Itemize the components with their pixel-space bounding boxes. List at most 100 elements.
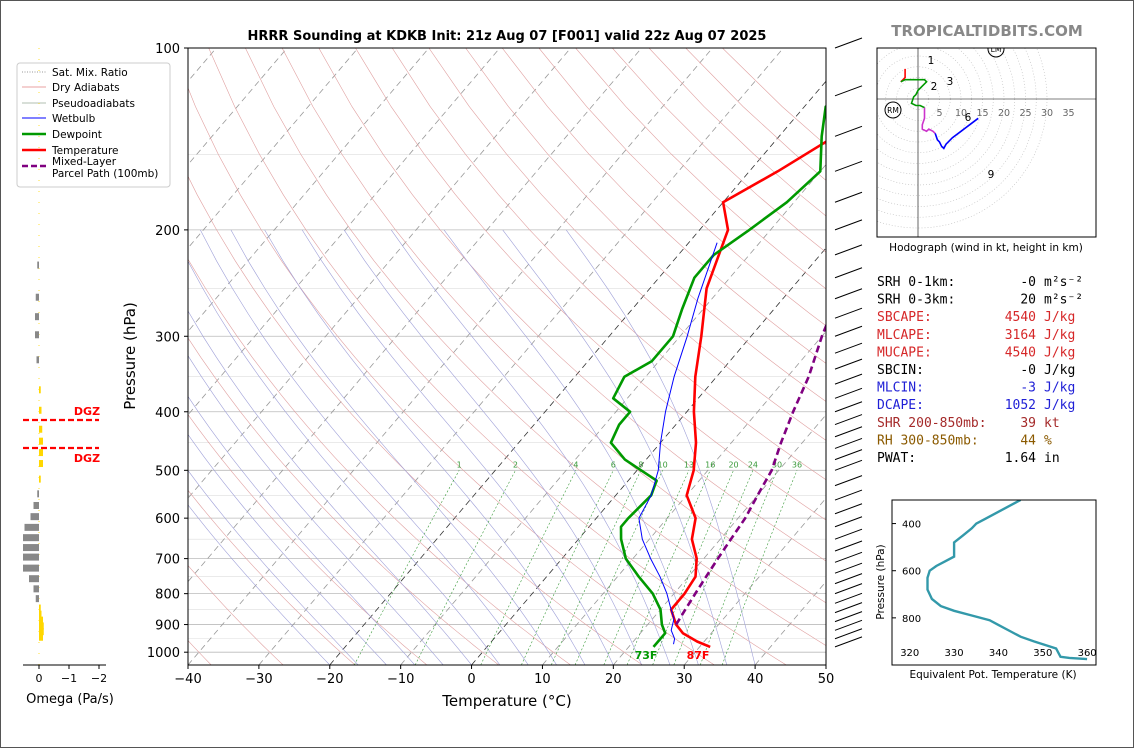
pseudoadiabat-line bbox=[188, 504, 331, 665]
index-unit: J/kg bbox=[1044, 398, 1075, 413]
pseudoadiabat-line bbox=[502, 229, 728, 665]
isotherm-line bbox=[683, 497, 826, 665]
y-tick-label: 900 bbox=[155, 619, 180, 634]
dry-adiabat-line bbox=[188, 175, 643, 665]
index-label: SRH 0-3km: bbox=[877, 293, 955, 308]
watermark: TROPICALTIDBITS.COM bbox=[891, 22, 1083, 40]
dry-adiabat-line bbox=[281, 48, 826, 604]
omega-bar bbox=[39, 460, 43, 468]
wind-barb-staff bbox=[834, 636, 863, 648]
mixing-ratio-label: 36 bbox=[792, 460, 802, 469]
legend-box bbox=[16, 62, 171, 188]
y-tick-label: 300 bbox=[155, 330, 180, 345]
dry-adiabat-line bbox=[538, 48, 826, 327]
dgz-label-top: DGZ bbox=[74, 405, 100, 418]
series-dewpoint-line bbox=[609, 104, 826, 648]
index-label: SHR 200-850mb: bbox=[877, 416, 987, 431]
storm-motion-lm-marker bbox=[987, 48, 1005, 58]
omega-bar bbox=[23, 544, 39, 552]
wind-barb-staff bbox=[834, 426, 863, 438]
index-unit: J/kg bbox=[1044, 328, 1075, 343]
pseudoadiabat-line bbox=[188, 310, 472, 665]
index-label: MLCAPE: bbox=[877, 328, 932, 343]
index-unit: J/kg bbox=[1044, 310, 1075, 325]
mixing-ratio-label: 10 bbox=[658, 460, 668, 469]
mixing-ratio-label: 20 bbox=[728, 460, 738, 469]
x-tick-label: −20 bbox=[316, 672, 343, 687]
hodograph-segment bbox=[900, 78, 928, 109]
mixing-ratio-line bbox=[626, 470, 711, 665]
dry-adiabat-line bbox=[245, 48, 826, 646]
index-value: 3164 bbox=[1005, 328, 1036, 343]
omega-bar bbox=[39, 633, 43, 641]
theta-e-x-tick-label: 340 bbox=[989, 648, 1008, 659]
index-value: 4540 bbox=[1005, 310, 1036, 325]
wind-barb-staff bbox=[834, 551, 863, 563]
dry-adiabat-line bbox=[188, 258, 571, 665]
wind-barb-staff bbox=[834, 373, 863, 385]
isotherm-line bbox=[188, 48, 288, 166]
omega-bar bbox=[39, 406, 42, 414]
index-unit: in bbox=[1044, 451, 1060, 466]
omega-bar bbox=[35, 331, 39, 339]
series-wetbulb-line bbox=[638, 242, 718, 645]
hodograph-ring-label: 35 bbox=[1062, 108, 1074, 119]
index-unit: % bbox=[1044, 433, 1052, 448]
omega-bar bbox=[39, 386, 41, 394]
index-value: 4540 bbox=[1005, 345, 1036, 360]
hodograph-height-label: 1 bbox=[928, 55, 935, 67]
hodograph-height-label: 6 bbox=[965, 112, 972, 124]
wind-barb-staff bbox=[834, 459, 863, 471]
pseudoadiabat-line bbox=[188, 433, 387, 665]
omega-bar bbox=[39, 437, 43, 445]
wind-barb-staff bbox=[834, 85, 863, 97]
theta-e-y-tick-label: 600 bbox=[902, 567, 921, 578]
series-mixed-layer-parcel-path-mb--line bbox=[674, 322, 826, 626]
legend-label: Mixed-Layer Parcel Path (100mb) bbox=[52, 156, 158, 180]
theta-e-frame bbox=[891, 499, 1097, 666]
mixing-ratio-label: 13 bbox=[684, 460, 694, 469]
y-tick-label: 200 bbox=[155, 224, 180, 239]
wind-barb-staff bbox=[834, 503, 863, 515]
omega-bar bbox=[37, 490, 39, 498]
wind-barb-staff bbox=[834, 387, 863, 399]
hodograph-ring-label: 10 bbox=[955, 108, 967, 119]
index-value: -3 bbox=[1020, 381, 1036, 396]
hodograph-segment bbox=[921, 107, 936, 134]
dry-adiabat-line bbox=[188, 87, 715, 665]
wind-barb-staff bbox=[834, 475, 863, 487]
chart-title: HRRR Sounding at KDKB Init: 21z Aug 07 [… bbox=[248, 29, 767, 44]
index-label: RH 300-850mb: bbox=[877, 433, 979, 448]
x-tick-label: −40 bbox=[174, 672, 201, 687]
omega-bar bbox=[23, 534, 39, 542]
mixing-ratio-line bbox=[354, 470, 460, 665]
omega-bar bbox=[39, 425, 43, 433]
index-value: -0 bbox=[1020, 275, 1036, 290]
wind-barb-staff bbox=[834, 592, 863, 604]
y-tick-label: 100 bbox=[155, 42, 180, 57]
y-tick-label: 600 bbox=[155, 512, 180, 527]
omega-bar bbox=[39, 610, 42, 618]
indices-table: SRH 0-1km: -0 m²s⁻² SRH 0-3km: 20 m²s⁻² SBCAPE… bbox=[877, 275, 1083, 466]
omega-bar bbox=[23, 553, 39, 561]
wind-barb-staff bbox=[834, 160, 863, 172]
hodograph-ring-label: 25 bbox=[1019, 108, 1031, 119]
y-tick-label: 500 bbox=[155, 464, 180, 479]
surface-temperature-label: 87F bbox=[687, 649, 710, 662]
pseudoadiabat-line bbox=[200, 229, 529, 665]
wind-barb-staff bbox=[834, 602, 863, 614]
theta-e-y-tick-label: 400 bbox=[902, 520, 921, 531]
hodograph-ring-label: 20 bbox=[998, 108, 1010, 119]
dry-adiabat-line bbox=[208, 48, 787, 665]
isotherm-line bbox=[613, 414, 826, 665]
y-tick-label: 700 bbox=[155, 553, 180, 568]
index-value: 20 bbox=[1020, 293, 1036, 308]
index-label: SBCAPE: bbox=[877, 310, 932, 325]
omega-bar bbox=[35, 595, 39, 603]
wind-barb-staff bbox=[834, 191, 863, 203]
wind-barb-staff bbox=[834, 288, 863, 300]
wind-barb-staff bbox=[834, 37, 863, 49]
hodograph: 5 10 15 20 25 30 35 1 2 3 6 9 RM LM Hodograph (wind … bbox=[876, 47, 1097, 254]
omega-panel: 0 −1 −2 Omega (Pa/s) DGZ DGZ bbox=[23, 48, 114, 707]
theta-e-x-tick-label: 320 bbox=[900, 648, 919, 659]
